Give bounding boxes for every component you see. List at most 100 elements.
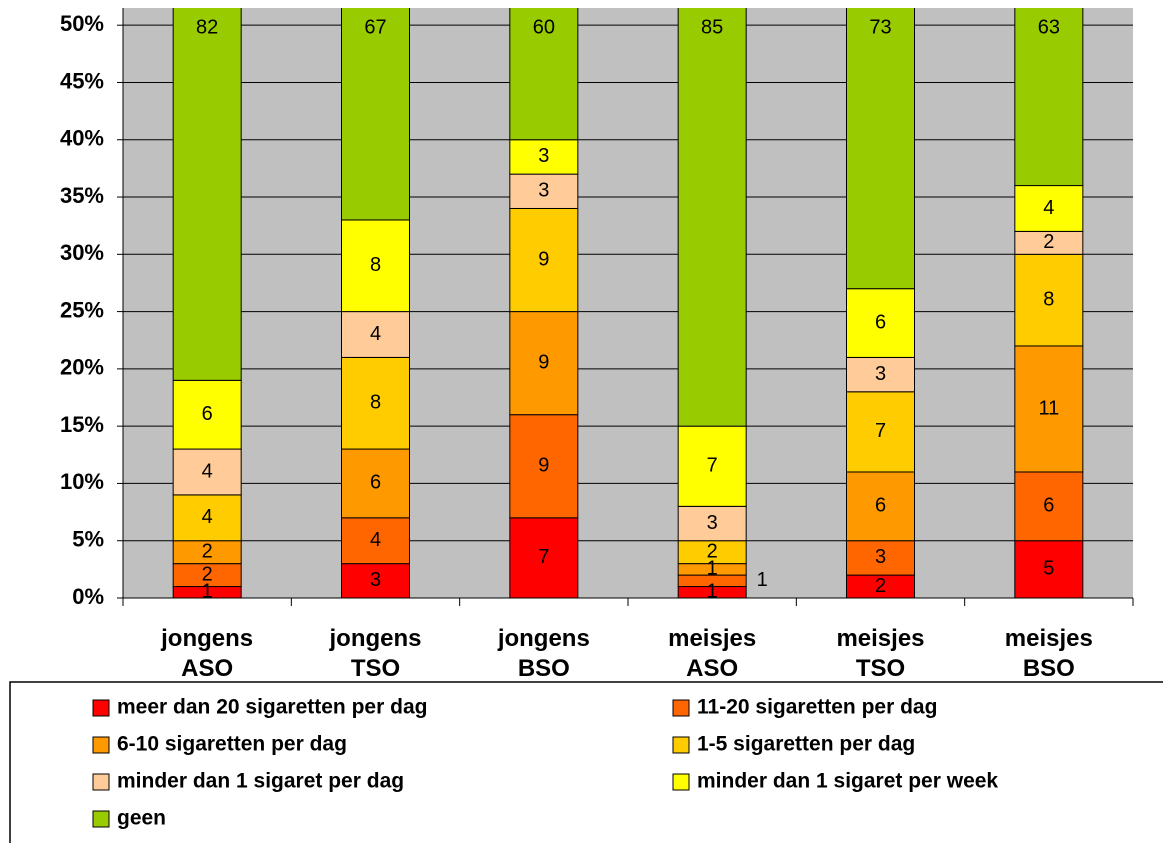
data-label: 82	[196, 16, 218, 38]
data-label: 60	[533, 16, 555, 38]
bar-segment	[846, 471, 915, 542]
legend-swatch	[92, 773, 110, 791]
bar-segment	[509, 173, 579, 209]
bar-segment	[341, 8, 410, 221]
data-label: 1	[757, 569, 768, 591]
y-tick-label: 50%	[60, 11, 104, 36]
bar-segment	[1014, 8, 1084, 187]
data-label: 6	[1043, 495, 1054, 517]
data-label: 3	[875, 546, 886, 568]
x-tick-label: jongens BSO	[497, 625, 590, 682]
bar-segment	[1014, 345, 1084, 473]
bar-segment	[341, 517, 410, 565]
bar-segment	[677, 425, 747, 507]
plot-area	[123, 8, 1133, 598]
data-label: 6	[202, 403, 213, 425]
data-label: 9	[538, 248, 549, 270]
legend-label: 1-5 sigaretten per dag	[697, 733, 915, 756]
data-label: 6	[370, 472, 381, 494]
bar-segment	[509, 139, 579, 175]
bar-segment	[846, 391, 915, 473]
legend-label: minder dan 1 sigaret per week	[697, 770, 998, 793]
bar-segment	[1014, 471, 1084, 542]
y-tick-label: 20%	[60, 355, 104, 380]
data-label: 63	[1038, 16, 1060, 38]
data-label: 2	[202, 540, 213, 562]
data-label: 11	[1038, 397, 1059, 419]
bar-segment	[846, 356, 915, 393]
legend-box	[9, 681, 1163, 843]
x-tick-label: meisjes BSO	[1004, 625, 1093, 682]
x-tick-label: jongens TSO	[329, 625, 422, 682]
legend-swatch	[92, 736, 110, 754]
data-label: 2	[202, 563, 213, 585]
data-label: 73	[869, 16, 891, 38]
data-label: 8	[1043, 288, 1054, 310]
x-tick-label: meisjes ASO	[668, 625, 757, 682]
bar-segment	[341, 448, 410, 519]
legend-swatch	[92, 699, 110, 717]
legend-label: meer dan 20 sigaretten per dag	[117, 696, 427, 719]
legend-label: 6-10 sigaretten per dag	[117, 733, 347, 756]
data-label: 4	[202, 460, 213, 482]
bar-segment	[1014, 185, 1084, 232]
bar-segment	[677, 8, 747, 427]
bar-segment	[172, 448, 242, 496]
bar-segment	[509, 311, 579, 416]
bar-segment	[509, 207, 579, 313]
legend-label: geen	[117, 807, 166, 830]
data-label: 3	[370, 569, 381, 591]
data-label: 1	[707, 581, 718, 603]
legend-label: minder dan 1 sigaret per dag	[117, 770, 404, 793]
bar-segment	[341, 311, 410, 358]
legend-swatch	[672, 773, 690, 791]
bar-segment	[1014, 253, 1084, 347]
data-label: 3	[538, 180, 549, 202]
data-label: 9	[538, 455, 549, 477]
legend-label: 11-20 sigaretten per dag	[697, 696, 937, 719]
data-label: 7	[875, 420, 886, 442]
data-label: 6	[875, 495, 886, 517]
bars	[172, 8, 1084, 598]
data-label: 9	[538, 351, 549, 373]
data-label: 6	[875, 311, 886, 333]
data-label: 4	[1043, 197, 1054, 219]
data-label: 8	[370, 254, 381, 276]
data-label: 1	[202, 581, 213, 603]
bar-segment	[509, 517, 579, 598]
bar-segment	[172, 379, 242, 450]
data-label: 4	[370, 323, 381, 345]
data-label: 85	[701, 16, 723, 38]
data-label: 2	[707, 540, 718, 562]
bar-segment	[846, 288, 915, 358]
data-label: 3	[538, 145, 549, 167]
legend-swatch	[672, 736, 690, 754]
bar-segment	[677, 505, 747, 542]
data-label: 3	[707, 512, 718, 534]
bar-segment	[172, 494, 242, 542]
bar-segment	[846, 8, 915, 290]
y-tick-label: 35%	[60, 183, 104, 208]
x-tick-label: meisjes TSO	[836, 625, 925, 682]
data-label: 2	[875, 575, 886, 597]
data-label: 2	[1043, 231, 1054, 253]
data-label: 8	[370, 392, 381, 414]
y-tick-label: 25%	[60, 297, 104, 322]
y-tick-label: 30%	[60, 240, 104, 265]
data-label: 4	[370, 529, 381, 551]
y-tick-label: 0%	[72, 584, 104, 609]
data-label: 1	[707, 558, 718, 580]
y-tick-label: 5%	[72, 527, 104, 552]
y-tick-label: 10%	[60, 469, 104, 494]
y-tick-label: 40%	[60, 126, 104, 151]
y-tick-label: 45%	[60, 68, 104, 93]
legend-swatch	[672, 699, 690, 717]
bar-segment	[1014, 540, 1084, 598]
y-tick-label: 15%	[60, 412, 104, 437]
bar-segment	[509, 414, 579, 519]
bar-segment	[172, 8, 242, 381]
data-label: 7	[538, 546, 549, 568]
data-label: 7	[707, 455, 718, 477]
